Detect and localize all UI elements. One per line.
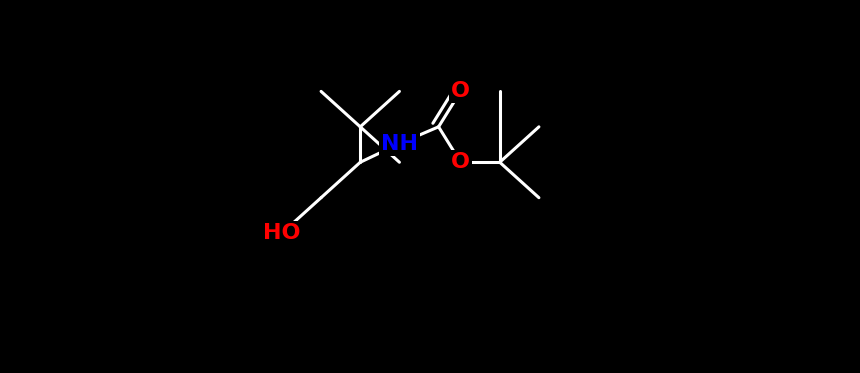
Text: O: O	[452, 81, 470, 101]
Text: NH: NH	[381, 134, 418, 154]
Text: O: O	[452, 152, 470, 172]
Text: HO: HO	[263, 223, 301, 243]
